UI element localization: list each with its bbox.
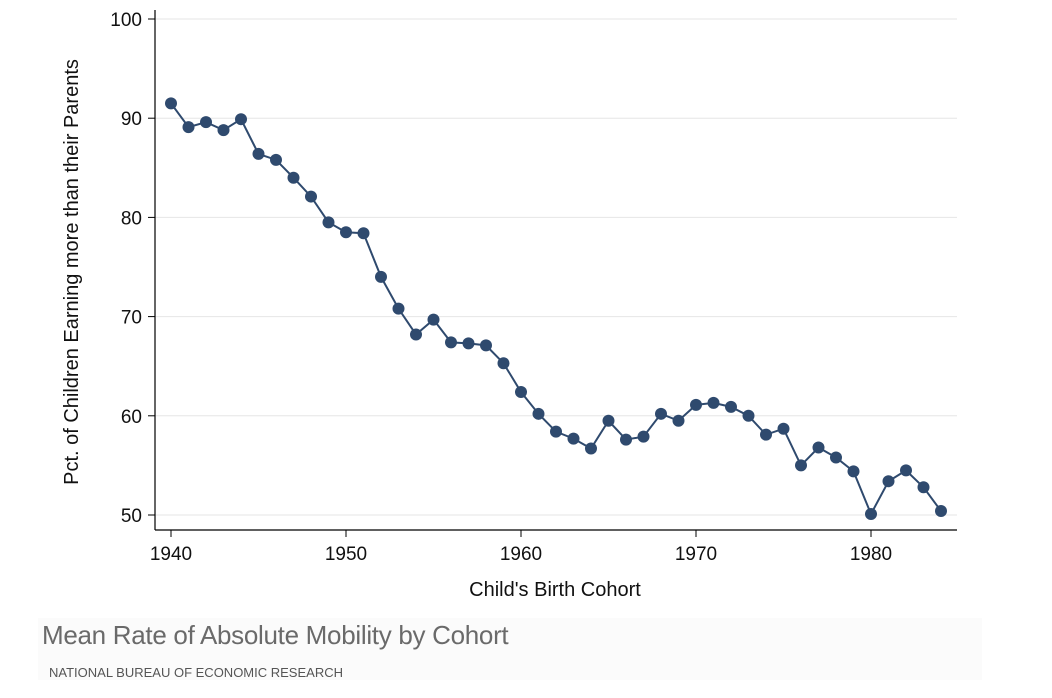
data-point-1943 [217,124,230,137]
data-point-1977 [812,441,825,454]
data-point-1972 [725,400,737,413]
data-point-1967 [637,430,650,443]
data-point-1965 [602,414,615,427]
data-point-1941 [182,121,195,134]
data-point-1966 [620,433,632,446]
data-point-1978 [830,451,842,464]
data-point-1964 [585,442,597,455]
x-axis-label: Child's Birth Cohort [469,579,641,601]
x-tick-label: 1950 [325,544,367,565]
data-point-1962 [550,425,562,438]
series-line [170,102,942,517]
data-point-1940 [165,97,177,110]
data-point-1975 [777,422,790,435]
data-point-1954 [410,328,422,341]
x-tick-label: 1980 [850,544,892,565]
data-point-1956 [445,336,457,349]
data-point-1944 [235,113,247,126]
line-chart: 50 60 70 80 90 100 1940 1950 1960 1970 1980 Child'… [61,10,957,601]
data-point-1961 [532,407,545,420]
caption-box: Mean Rate of Absolute Mobility by Cohort… [38,618,982,680]
data-point-1980 [865,508,877,521]
data-point-1950 [340,226,352,239]
x-tick-label: 1970 [675,544,717,565]
data-point-1958 [480,339,492,352]
x-tick-label: 1960 [500,544,542,565]
data-point-1974 [760,428,772,441]
data-point-1982 [900,464,912,477]
data-point-1963 [567,432,580,445]
data-point-1970 [690,398,702,411]
data-point-1946 [270,153,282,166]
caption-source: NATIONAL BUREAU OF ECONOMIC RESEARCH [49,665,343,680]
data-point-1973 [742,409,755,422]
data-point-1959 [497,357,510,370]
data-point-1969 [672,414,685,427]
data-point-1984 [935,505,947,518]
data-point-1983 [917,481,930,494]
data-point-1981 [882,475,895,488]
data-point-1947 [287,171,300,184]
data-point-1949 [322,216,335,229]
data-point-1979 [847,465,860,478]
y-tick-label: 70 [121,308,142,329]
data-point-1957 [462,337,475,350]
data-point-1976 [795,459,807,472]
y-tick-label: 80 [121,208,142,229]
data-point-1951 [357,227,370,240]
data-point-1948 [305,190,317,203]
data-point-1945 [252,147,265,160]
y-axis-label: Pct. of Children Earning more than their… [61,59,83,485]
y-tick-label: 90 [121,109,142,130]
y-tick-label: 60 [121,407,142,428]
data-point-1968 [655,407,667,420]
data-point-1942 [200,116,212,129]
y-tick-label: 100 [110,10,142,31]
data-point-1971 [707,396,720,409]
caption-title: Mean Rate of Absolute Mobility by Cohort [42,620,509,650]
data-point-1952 [375,270,387,283]
data-point-1960 [515,385,527,398]
y-tick-label: 50 [121,506,142,527]
x-tick-label: 1940 [150,544,192,565]
data-point-1953 [392,302,405,315]
data-point-1955 [427,313,440,326]
